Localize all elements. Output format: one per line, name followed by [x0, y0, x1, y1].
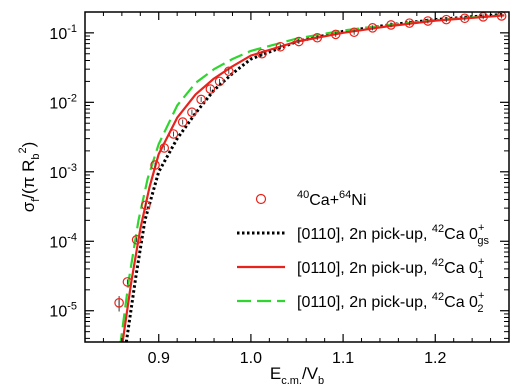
data-point	[459, 13, 470, 24]
data-point	[275, 41, 286, 52]
legend: 40Ca+64Ni [0110], 2n pick-up, 42Ca 0+ gs [0…	[237, 189, 490, 315]
y-tick-label: 10-5	[49, 301, 77, 321]
data-point	[294, 36, 304, 47]
data-point	[168, 129, 179, 139]
x-tick-label: 1.1	[332, 350, 354, 367]
data-point	[187, 107, 197, 118]
y-tick-label: 10-1	[49, 23, 77, 43]
y-tick-label: 10-3	[49, 162, 77, 182]
plot-frame	[84, 11, 510, 343]
x-tick-label: 1.0	[240, 350, 262, 367]
data-point	[205, 84, 216, 94]
data-point	[196, 94, 206, 105]
data-point	[423, 16, 433, 26]
legend-label-1: [0110], 2n pick-up, 42Ca 0+ gs	[297, 222, 490, 247]
data-point	[404, 18, 415, 28]
data-point	[386, 20, 396, 30]
data-point	[131, 234, 142, 245]
data-point	[214, 76, 225, 87]
data-point	[122, 277, 133, 287]
y-tick-label: 10-4	[49, 231, 77, 251]
data-point	[114, 298, 124, 308]
data-point	[441, 14, 452, 25]
legend-label-3: [0110], 2n pick-up, 42Ca 0+ 2	[297, 290, 484, 315]
legend-label-2: [0110], 2n pick-up, 42Ca 0+ 1	[297, 256, 484, 281]
data-point	[177, 117, 188, 127]
x-tick-label: 1.2	[424, 350, 446, 367]
data-point	[150, 160, 160, 170]
legend-marker-experimental	[255, 193, 267, 205]
data-point	[257, 48, 267, 59]
data-point	[349, 27, 359, 38]
data-point	[330, 29, 341, 40]
series-line-2	[121, 14, 505, 342]
x-tick-label: 0.9	[148, 350, 170, 367]
data-point	[223, 66, 234, 77]
ticks-layer: 0.9 1.0 1.1 1.2 10-5 10-4 10-3 10-2 10-1	[49, 12, 510, 367]
data-point	[159, 143, 170, 153]
y-axis-title: σf/(π Rb2)	[17, 142, 42, 213]
data-point	[312, 32, 323, 43]
data-point	[141, 200, 151, 211]
y-tick-label: 10-2	[49, 92, 77, 112]
x-axis-title: Ec.m./Vb	[270, 364, 324, 387]
data-point	[367, 23, 378, 33]
legend-label-experimental: 40Ca+64Ni	[297, 189, 366, 209]
data-points-layer	[114, 11, 507, 312]
